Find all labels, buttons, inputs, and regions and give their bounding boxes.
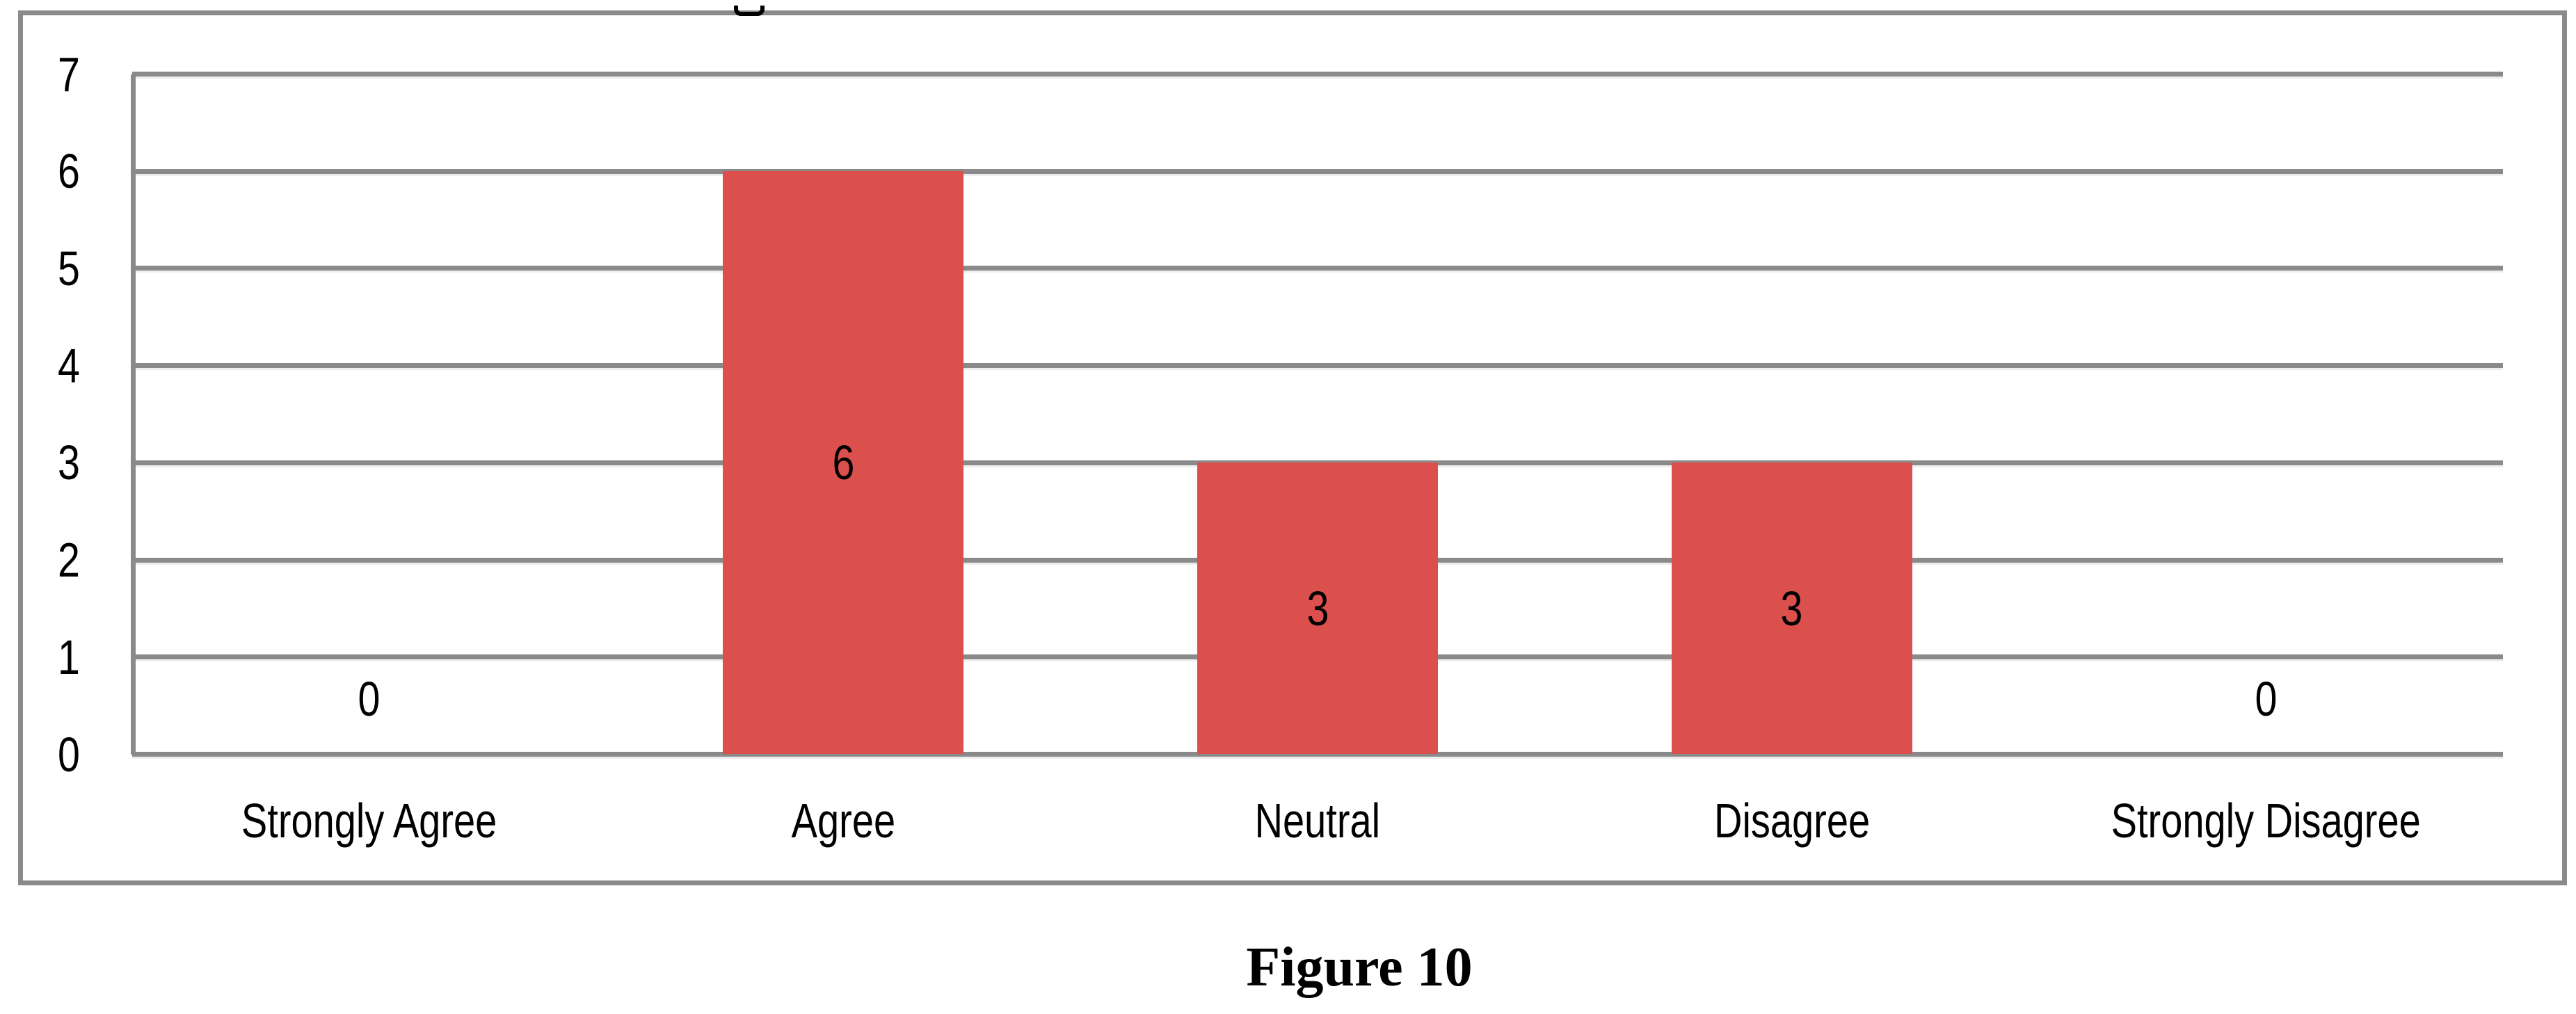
category-label-text: Agree bbox=[791, 794, 896, 848]
category-label-text: Disagree bbox=[1713, 794, 1870, 848]
data-label-text: 0 bbox=[2255, 671, 2278, 726]
category-label-strongly-disagree: Strongly Disagree bbox=[2029, 793, 2503, 848]
y-tick-text: 3 bbox=[58, 435, 80, 490]
y-tick-label-1: 1 bbox=[0, 633, 80, 682]
data-label-agree: 6 bbox=[760, 438, 927, 487]
category-label-agree: Agree bbox=[606, 793, 1080, 848]
data-label-disagree: 3 bbox=[1709, 584, 1875, 633]
bar-agree bbox=[723, 171, 964, 755]
y-tick-label-0: 0 bbox=[0, 730, 80, 779]
clipped-title-glyph-fragment bbox=[734, 6, 765, 16]
data-label-neutral: 3 bbox=[1234, 584, 1401, 633]
y-tick-text: 7 bbox=[58, 47, 80, 102]
category-label-text: Strongly Disagree bbox=[2111, 794, 2421, 848]
y-tick-label-6: 6 bbox=[0, 147, 80, 195]
data-label-strongly-agree: 0 bbox=[286, 675, 453, 723]
category-label-strongly-agree: Strongly Agree bbox=[132, 793, 607, 848]
y-tick-text: 2 bbox=[58, 533, 80, 588]
y-tick-text: 0 bbox=[58, 727, 80, 782]
data-label-strongly-disagree: 0 bbox=[2182, 675, 2349, 723]
category-label-text: Strongly Agree bbox=[241, 794, 497, 848]
gridline-4 bbox=[132, 363, 2503, 369]
category-label-neutral: Neutral bbox=[1080, 793, 1555, 848]
y-axis-line bbox=[131, 74, 136, 755]
gridline-7 bbox=[132, 72, 2503, 77]
gridline-5 bbox=[132, 266, 2503, 271]
y-tick-label-2: 2 bbox=[0, 536, 80, 584]
y-tick-label-3: 3 bbox=[0, 438, 80, 487]
data-label-text: 0 bbox=[358, 671, 381, 726]
figure-caption: Figure 10 bbox=[1246, 937, 1473, 998]
data-label-text: 6 bbox=[832, 435, 855, 490]
bar-disagree bbox=[1671, 462, 1912, 755]
bar-neutral bbox=[1197, 462, 1438, 755]
y-tick-label-7: 7 bbox=[0, 50, 80, 99]
y-tick-text: 1 bbox=[58, 629, 80, 684]
data-label-text: 3 bbox=[1780, 581, 1803, 636]
y-tick-label-5: 5 bbox=[0, 244, 80, 293]
data-label-text: 3 bbox=[1306, 581, 1329, 636]
category-label-text: Neutral bbox=[1254, 794, 1381, 848]
y-tick-text: 5 bbox=[58, 241, 80, 296]
gridline-0 bbox=[132, 752, 2503, 757]
y-tick-text: 6 bbox=[58, 144, 80, 199]
y-tick-text: 4 bbox=[58, 338, 80, 393]
category-label-disagree: Disagree bbox=[1555, 793, 2029, 848]
gridline-6 bbox=[132, 168, 2503, 174]
y-tick-label-4: 4 bbox=[0, 341, 80, 390]
